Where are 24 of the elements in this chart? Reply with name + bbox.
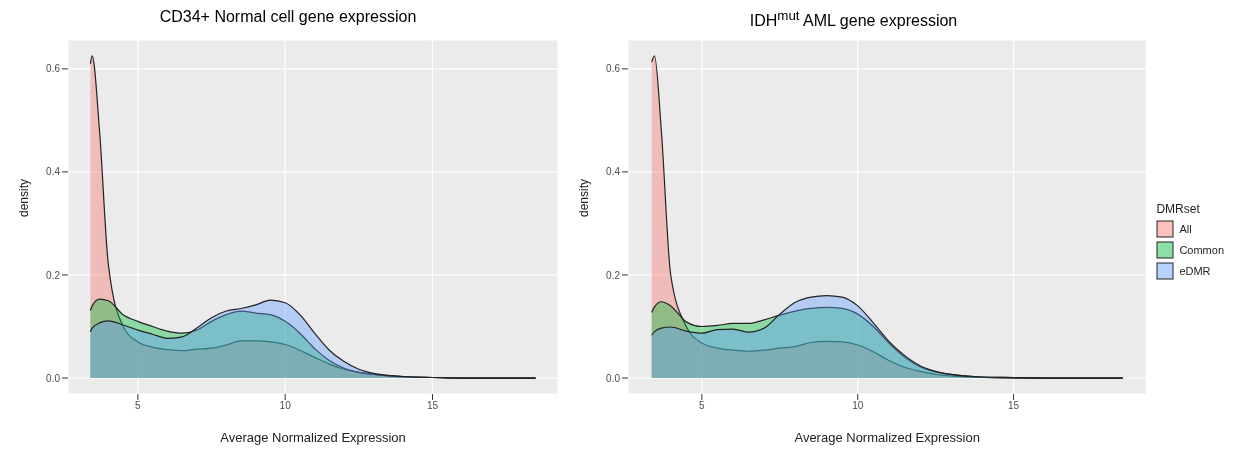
x-tick-label: 15	[1008, 400, 1020, 412]
y-tick-label: 0.2	[606, 269, 621, 281]
x-tick-label: 5	[135, 400, 142, 412]
y-axis-title: density	[17, 178, 32, 217]
y-tick-label: 0.2	[46, 269, 61, 281]
x-tick-label: 10	[852, 400, 864, 412]
x-tick-label: 10	[279, 400, 292, 412]
legend-label: Common	[1179, 243, 1224, 256]
y-tick-label: 0.4	[606, 166, 621, 178]
legend-label: All	[1179, 222, 1192, 235]
x-axis-title: Average Normalized Expression	[220, 430, 406, 445]
y-tick-label: 0.6	[606, 63, 621, 75]
y-tick-label: 0.0	[606, 372, 621, 384]
x-axis-title: Average Normalized Expression	[794, 430, 980, 445]
legend-label: eDMR	[1179, 264, 1211, 277]
legend-title: DMRset	[1156, 201, 1201, 216]
y-tick-label: 0.6	[46, 63, 61, 75]
x-tick-label: 5	[699, 400, 706, 412]
chart-title: CD34+ Normal cell gene expression	[158, 8, 418, 27]
y-tick-label: 0.4	[46, 166, 61, 178]
y-axis-title: density	[577, 178, 592, 217]
x-tick-label: 15	[426, 400, 439, 412]
y-tick-label: 0.0	[46, 372, 61, 384]
chart-title: IDH$^{mut}$ AML gene expression	[748, 8, 959, 32]
